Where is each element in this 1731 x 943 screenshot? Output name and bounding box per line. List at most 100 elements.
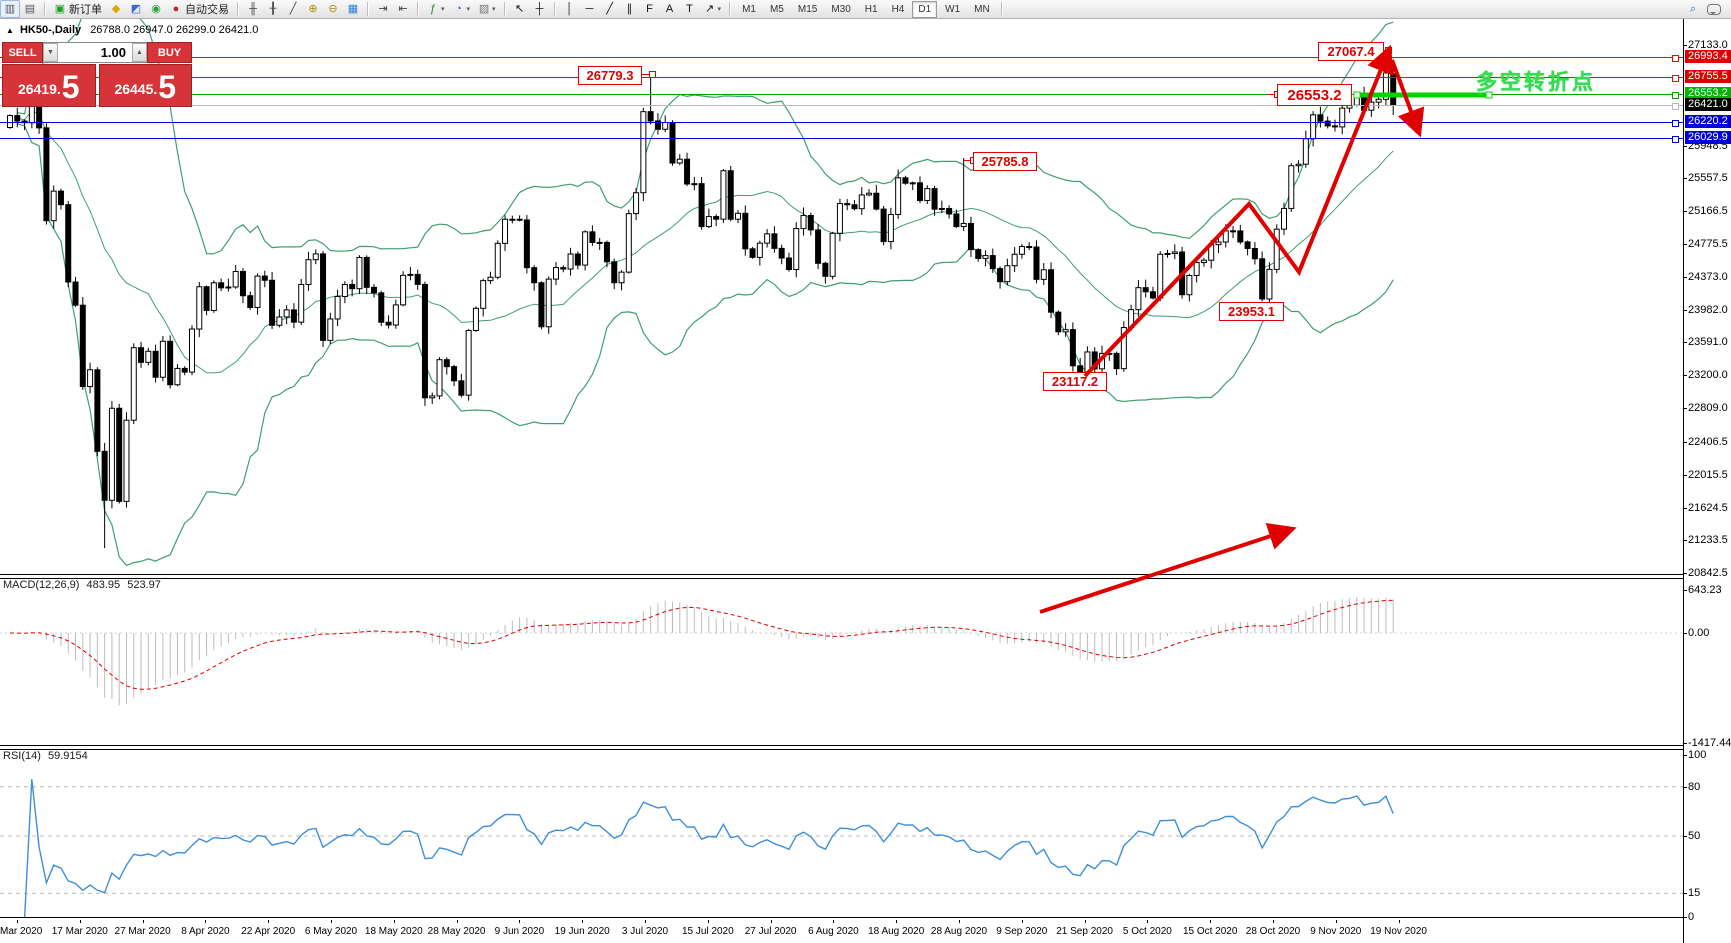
new-order-button[interactable]: ▣ 新订单 (50, 0, 106, 18)
buy-button[interactable]: BUY (147, 42, 192, 63)
search-icon[interactable]: ⌕ (1689, 3, 1697, 15)
tile-windows-icon[interactable]: ▦ (343, 0, 363, 18)
timeframe-h1[interactable]: H1 (864, 3, 878, 15)
text-label-icon[interactable]: T (680, 0, 700, 18)
toolbar-separator (729, 2, 732, 16)
date-label: 2 Mar 2020 (0, 926, 43, 937)
sell-button[interactable]: SELL (2, 42, 43, 63)
channel-icon[interactable]: ∥ (620, 0, 640, 18)
timeframe-m1[interactable]: M1 (742, 3, 756, 15)
date-label: 19 Jun 2020 (554, 926, 610, 937)
candle-body (502, 218, 509, 244)
timeframe-mn[interactable]: MN (974, 3, 990, 15)
zoom-in-icon[interactable]: ⊕ (303, 0, 323, 18)
candle-body (669, 121, 676, 164)
chart-window[interactable]: 26779.3 27067.4 26553.2 25785.8 23953.1 23117… (0, 18, 1731, 943)
fibonacci-icon[interactable]: F (640, 0, 660, 18)
signals-icon[interactable]: ◉ (146, 0, 166, 18)
date-label: 5 Oct 2020 (1122, 926, 1172, 937)
timeframe-m15[interactable]: M15 (797, 3, 818, 15)
date-label: 9 Sep 2020 (996, 926, 1048, 937)
market-watch-icon[interactable]: ▤ (20, 0, 40, 18)
chart-window-icon[interactable]: ▥ (0, 0, 20, 18)
candle-body (735, 212, 741, 220)
price-callout-23117-2[interactable]: 23117.2 (1043, 372, 1107, 391)
resistance-line-26993[interactable] (0, 57, 1683, 58)
resistance-line-26755[interactable] (0, 77, 1683, 78)
macd-indicator-canvas[interactable] (0, 577, 1683, 746)
autotrade-button-label: 自动交易 (185, 4, 229, 16)
auto-scroll-icon: ⇥ (378, 3, 388, 15)
candle-body (720, 170, 727, 220)
rsi-tick-100: 100 (1688, 749, 1707, 761)
autotrade-button[interactable]: ● 自动交易 (166, 0, 233, 18)
rsi-label: RSI(14) 59.9154 (3, 750, 88, 762)
support-line-26553-handle[interactable] (1672, 92, 1679, 99)
timeframe-h4[interactable]: H4 (891, 3, 905, 15)
line-chart-icon[interactable]: ╱ (283, 0, 303, 18)
timeframe-m5[interactable]: M5 (769, 3, 784, 15)
current-price-line-handle[interactable] (1672, 103, 1679, 110)
indicators-icon[interactable]: ƒ ▾ (423, 0, 449, 18)
periods-icon[interactable]: ◔ ▾ (449, 0, 475, 18)
arrows-icon[interactable]: ↗ ▾ (700, 0, 726, 18)
callout-anchor-handle[interactable] (1385, 47, 1392, 54)
price-chart-canvas[interactable] (0, 18, 1683, 575)
horizontal-line-icon[interactable]: ─ (580, 0, 600, 18)
volume-decrease-button[interactable]: ▼ (43, 43, 58, 62)
metaeditor-icon[interactable]: ◆ (106, 0, 126, 18)
candle-body (1244, 241, 1251, 249)
candlestick-chart-icon: ╂ (269, 3, 277, 15)
date-label: 28 May 2020 (427, 926, 486, 937)
chart-shift-icon: ⇤ (398, 3, 408, 15)
volume-increase-button[interactable]: ▲ (132, 43, 147, 62)
auto-scroll-icon[interactable]: ⇥ (373, 0, 393, 18)
candlestick-chart-icon[interactable]: ╂ (263, 0, 283, 18)
candle-body (887, 213, 894, 243)
bar-chart-icon[interactable]: ╫ (243, 0, 263, 18)
candle-body (523, 219, 530, 269)
resistance-line-26755-handle[interactable] (1672, 75, 1679, 82)
volume-input[interactable]: 1.00 (100, 45, 126, 60)
current-price-line[interactable] (0, 105, 1683, 106)
support-line-26220-handle[interactable] (1672, 120, 1679, 127)
support-line-26029-handle[interactable] (1672, 136, 1679, 143)
sell-price-pips: 5 (61, 69, 80, 105)
price-callout-23953-1[interactable]: 23953.1 (1219, 302, 1284, 321)
support-line-26220[interactable] (0, 122, 1683, 123)
candle-body (1084, 351, 1091, 373)
resistance-line-26993-handle[interactable] (1672, 55, 1679, 62)
callout-anchor-handle[interactable] (649, 71, 656, 78)
support-line-26029[interactable] (0, 138, 1683, 139)
date-axis[interactable]: 2 Mar 2020 17 Mar 2020 27 Mar 2020 8 Apr 20… (0, 920, 1683, 943)
candle-body (1018, 246, 1025, 255)
crosshair-icon[interactable]: ┼ (530, 0, 550, 18)
macd-panel-separator[interactable] (0, 574, 1683, 579)
timeframe-m30[interactable]: M30 (831, 3, 851, 15)
templates-icon[interactable]: ▨ ▾ (474, 0, 500, 18)
text-icon[interactable]: A (660, 0, 680, 18)
vertical-line-icon[interactable]: │ (560, 0, 580, 18)
signals-icon: ◉ (151, 3, 161, 15)
price-callout-26779-3[interactable]: 26779.3 (578, 66, 642, 85)
terminal-icon[interactable]: ◩ (126, 0, 146, 18)
trendline-icon[interactable]: ╱ (600, 0, 620, 18)
cursor-icon[interactable]: ↖ (510, 0, 530, 18)
rsi-panel-separator[interactable] (0, 745, 1683, 750)
rsi-indicator-canvas[interactable] (0, 748, 1683, 920)
price-callout-25785-8[interactable]: 25785.8 (973, 152, 1037, 171)
sell-price-button[interactable]: 26419. 5 (2, 64, 96, 107)
collapse-arrow-icon[interactable]: ▲ (6, 26, 14, 35)
price-axis[interactable]: 27133.0 25948.5 25557.5 25166.5 24775.5 24373… (1683, 18, 1731, 943)
buy-price-button[interactable]: 26445. 5 (98, 64, 192, 107)
timeframe-d1[interactable]: D1 (912, 0, 938, 18)
price-callout-26553-2[interactable]: 26553.2 (1277, 84, 1352, 106)
turning-point-annotation[interactable]: 多空转折点 (1476, 71, 1596, 94)
chart-shift-icon[interactable]: ⇤ (393, 0, 413, 18)
support-line-26553[interactable] (0, 94, 1683, 95)
zoom-out-icon[interactable]: ⊖ (323, 0, 343, 18)
candle-body (1026, 246, 1033, 249)
chat-icon[interactable] (1703, 0, 1725, 18)
timeframe-w1[interactable]: W1 (945, 3, 961, 15)
price-callout-27067-4[interactable]: 27067.4 (1318, 42, 1384, 61)
